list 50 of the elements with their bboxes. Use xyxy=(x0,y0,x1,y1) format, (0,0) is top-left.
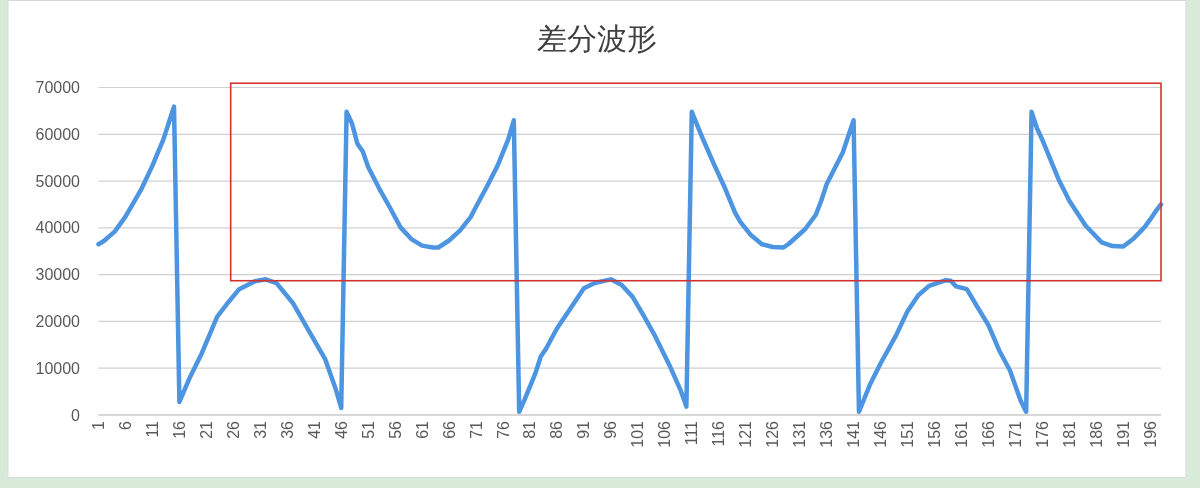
x-tick-label: 141 xyxy=(845,420,863,448)
x-tick-label: 136 xyxy=(818,420,836,448)
y-tick-label: 10000 xyxy=(35,359,81,377)
x-tick-label: 101 xyxy=(629,420,647,448)
x-tick-label: 181 xyxy=(1060,420,1078,448)
x-tick-label: 61 xyxy=(413,420,431,439)
chart-title: 差分波形 xyxy=(537,21,657,55)
x-tick-label: 36 xyxy=(278,420,296,439)
x-tick-label: 86 xyxy=(548,420,566,439)
x-tick-label: 186 xyxy=(1087,420,1105,448)
x-tick-label: 121 xyxy=(737,420,755,448)
x-tick-label: 196 xyxy=(1141,420,1159,448)
x-tick-label: 1 xyxy=(90,420,107,430)
y-tick-label: 0 xyxy=(71,406,81,424)
x-tick-label: 41 xyxy=(305,420,323,439)
x-tick-label: 96 xyxy=(602,420,620,439)
y-tick-label: 40000 xyxy=(35,219,81,237)
x-tick-label: 146 xyxy=(872,420,890,448)
x-tick-label: 16 xyxy=(170,420,188,439)
y-tick-label: 70000 xyxy=(35,79,81,96)
x-tick-label: 161 xyxy=(952,420,970,448)
x-tick-label: 51 xyxy=(359,420,377,439)
x-tick-label: 171 xyxy=(1006,420,1024,448)
x-tick-label: 176 xyxy=(1033,420,1051,448)
x-tick-label: 91 xyxy=(575,420,593,439)
y-tick-label: 60000 xyxy=(35,125,81,143)
y-tick-label: 50000 xyxy=(35,172,81,190)
y-tick-label: 20000 xyxy=(35,312,81,330)
x-tick-label: 26 xyxy=(224,420,242,439)
x-tick-label: 66 xyxy=(440,420,458,439)
x-tick-label: 46 xyxy=(332,420,350,439)
x-tick-label: 56 xyxy=(386,420,404,439)
x-tick-label: 21 xyxy=(197,420,215,439)
x-tick-label: 116 xyxy=(710,420,728,447)
x-tick-label: 6 xyxy=(116,420,134,430)
x-tick-label: 126 xyxy=(764,420,782,448)
y-tick-label: 30000 xyxy=(35,266,81,284)
x-tick-label: 71 xyxy=(467,420,485,439)
x-tick-label: 31 xyxy=(251,420,269,439)
x-tick-label: 11 xyxy=(143,420,161,438)
x-tick-label: 106 xyxy=(656,420,674,448)
x-tick-label: 76 xyxy=(494,420,512,439)
x-tick-label: 131 xyxy=(791,420,809,448)
x-tick-label: 191 xyxy=(1114,420,1132,448)
x-tick-label: 156 xyxy=(925,420,943,448)
x-tick-label: 151 xyxy=(899,420,917,448)
x-tick-label: 166 xyxy=(979,420,997,448)
x-tick-label: 81 xyxy=(521,420,539,439)
line-series xyxy=(96,104,1164,414)
x-tick-label: 111 xyxy=(683,420,701,446)
